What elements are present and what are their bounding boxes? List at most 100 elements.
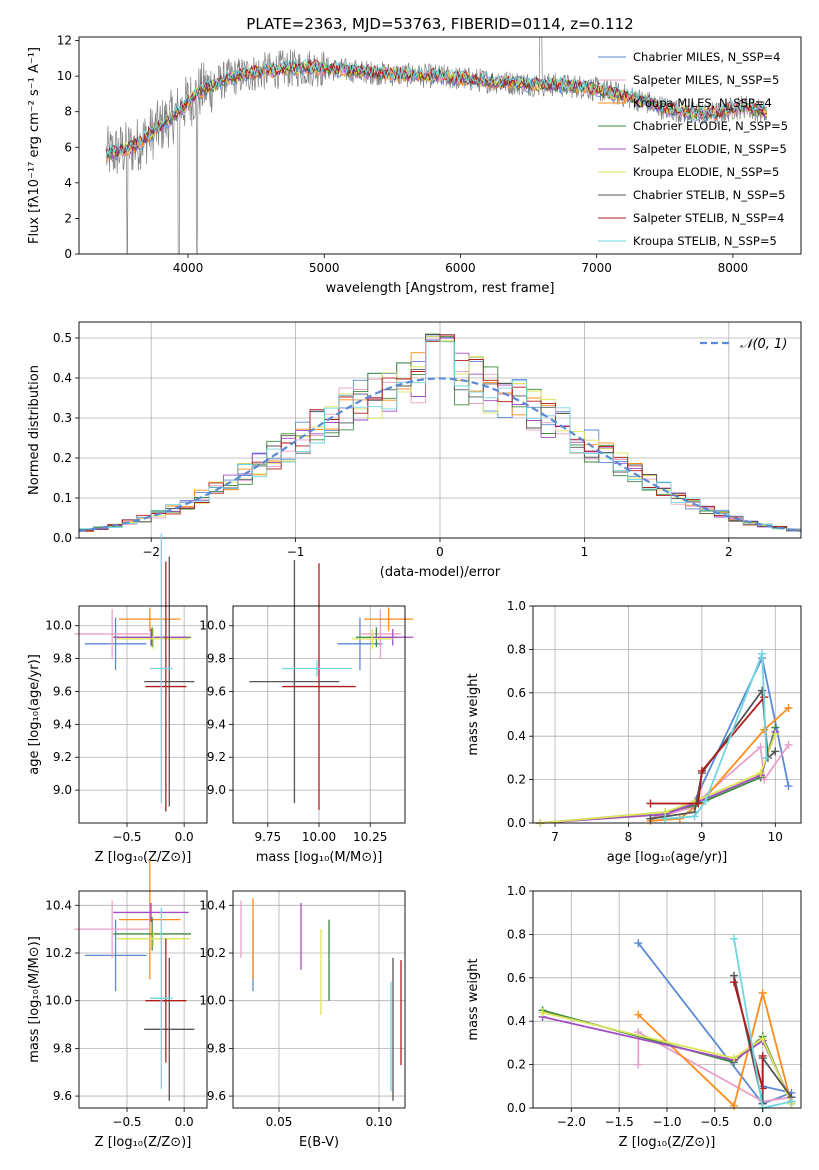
y-tick-label: 9.6 [53,1089,72,1103]
y-tick-label: 9.6 [207,1089,226,1103]
series-chabrier-miles [646,654,793,823]
series-line [540,733,777,824]
series-line [540,731,777,824]
x-tick-label: 10.25 [353,830,387,844]
legend-entry: Kroupa STELIB, N_SSP=5 [633,234,777,248]
point-salpeter-miles [74,900,150,958]
x-tick-label: 2 [725,545,733,559]
y-tick-label: 9.8 [207,652,226,666]
point-chabrier-stelib [249,559,340,804]
spectrum-panel: 4000 5000 6000 7000 8000 0 2 4 6 8 10 12 wavelength … [27,34,802,296]
x-axis-label: (data-model)/error [380,565,501,580]
y-tick-label: 10.2 [199,946,226,960]
x-tick-label: 0.0 [175,830,194,844]
legend-entry: Salpeter MILES, N_SSP=5 [633,73,779,87]
x-axis-label: E(B-V) [299,1135,339,1150]
plus-marker [646,799,655,808]
legend-entry: Chabrier STELIB, N_SSP=5 [633,188,785,202]
y-tick-label: 9.4 [53,717,72,731]
y-tick-label: 0.4 [53,371,72,385]
plot-area [105,37,768,254]
x-tick-label: −0.5 [700,1115,729,1129]
figure-title: PLATE=2363, MJD=53763, FIBERID=0114, z=0… [246,15,633,33]
x-tick-label: 6000 [445,261,476,275]
axes-frame [78,321,802,539]
plot-area [74,860,195,1101]
series-line [542,1011,793,1105]
x-tick-label: −0.5 [112,1115,141,1129]
plus-marker [538,1008,547,1017]
series-salpeter-stelib [646,693,769,808]
y-tick-label: 0.8 [507,642,526,656]
plus-marker [758,1034,767,1043]
axes-frame [78,890,208,1109]
y-tick-label: 0.0 [507,1101,526,1115]
y-tick-label: 0.6 [507,686,526,700]
x-tick-label: 0.10 [366,1115,393,1129]
axes-frame [232,890,406,1109]
point-kroupa-miles [119,860,181,980]
x-axis-label: mass [log₁₀(M/M⊙)] [256,850,383,865]
x-axis-label: Z [log₁₀(Z/Z⊙)] [619,1135,716,1150]
mass-vs-metallicity-panel: −0.5 0.0 9.6 9.8 10.0 10.2 10.4 Z [log₁₀(Z/Z⊙)]… [27,860,208,1150]
axes-frame [78,36,802,255]
y-tick-label: 4 [64,176,72,190]
point-chabrier-stelib [144,957,195,1101]
plus-marker [771,730,780,739]
y-tick-label: 9.2 [207,750,226,764]
point-chabrier-miles [84,919,147,992]
y-tick-label: 1.0 [507,599,526,613]
y-tick-label: 10 [57,69,72,83]
y-tick-label: 0.2 [53,451,72,465]
plus-marker [690,812,699,821]
plus-marker [784,782,793,791]
y-tick-label: 0.5 [53,331,72,345]
x-tick-label: 10.00 [302,830,336,844]
y-tick-label: 10.2 [45,946,72,960]
plus-marker [758,686,767,695]
x-tick-label: −2 [142,545,160,559]
plot-area [536,649,793,827]
y-tick-label: 0.0 [507,816,526,830]
series-line [637,942,795,1105]
legend-entry: Salpeter STELIB, N_SSP=4 [633,211,784,225]
x-tick-label: 9.75 [254,830,281,844]
y-tick-label: 9.2 [53,750,72,764]
age-vs-mass-panel: 9.75 10.00 10.25 9.0 9.2 9.4 9.6 9.8 10.0 mass [l… [199,559,414,865]
plus-marker [756,769,765,778]
weight-vs-metallicity-panel: −2.0 −1.5 −1.0 −0.5 0.0 0.0 0.2 0.4 0.6 0.8 1.0 Z [… [466,884,802,1150]
y-tick-label: 0.2 [507,1058,526,1072]
y-tick-label: 10.0 [199,994,226,1008]
legend: Chabrier MILES, N_SSP=4 Salpeter MILES, N… [598,50,788,248]
legend-entry: Kroupa MILES, N_SSP=4 [633,96,772,110]
y-tick-label: 8 [64,105,72,119]
x-tick-label: 7000 [581,261,612,275]
x-tick-label: 0.05 [266,1115,293,1129]
y-tick-label: 9.6 [53,684,72,698]
age-vs-metallicity-panel: −0.5 0.0 9.0 9.2 9.4 9.6 9.8 10.0 Z [log₁₀(Z/Z⊙)… [27,533,208,865]
legend-entry: Chabrier MILES, N_SSP=4 [633,50,780,64]
point-salpeter-elodie [372,629,414,646]
point-salpeter-elodie [113,902,189,922]
point-salpeter-miles [359,609,401,659]
x-axis-label: age [log₁₀(age/yr)] [607,850,728,865]
series-kroupa-stelib [661,649,771,823]
plus-marker [784,703,793,712]
plus-marker [784,740,793,749]
plus-marker [758,649,767,658]
residuals-panel: −2 −1 0 1 2 0.0 0.1 0.2 0.3 0.4 0.5 (data-model)/er… [27,321,802,580]
point-chabrier-miles [337,617,383,671]
x-tick-label: −0.5 [112,830,141,844]
point-salpeter-miles [74,609,150,659]
y-tick-label: 12 [57,34,72,48]
y-tick-label: 0.1 [53,491,72,505]
series-line [650,696,765,805]
plot-area [249,559,414,810]
y-tick-label: 10.0 [199,619,226,633]
y-tick-label: 0.4 [507,1014,526,1028]
x-tick-label: 0.0 [175,1115,194,1129]
plus-marker [756,743,765,752]
point-chabrier-miles [84,617,147,671]
series-line [637,1030,792,1103]
point-salpeter-elodie [113,629,189,646]
